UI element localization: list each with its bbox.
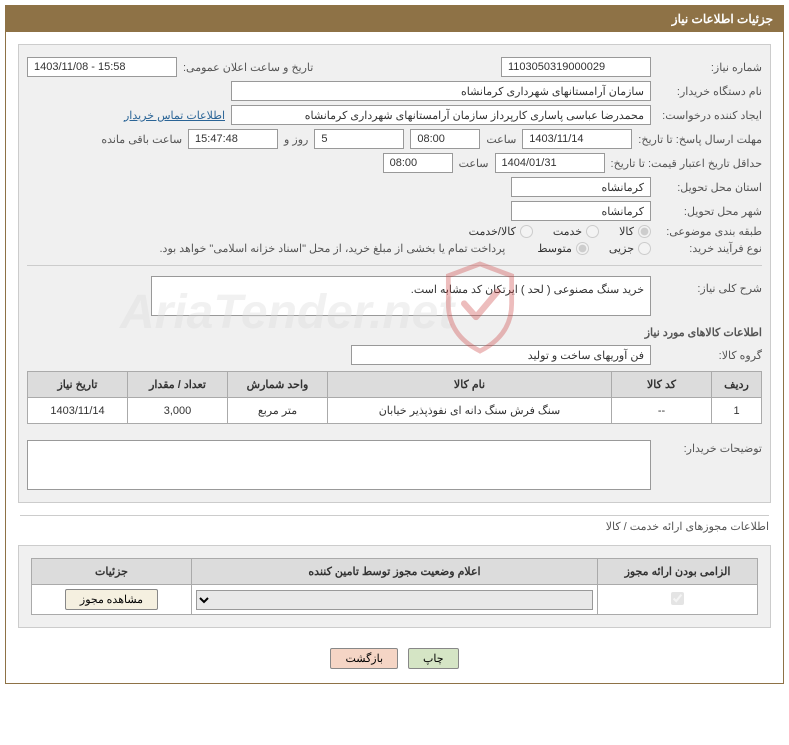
requester-label: ایجاد کننده درخواست: (657, 109, 762, 122)
announce-datetime-value: 1403/11/08 - 15:58 (27, 57, 177, 77)
radio-service[interactable]: خدمت (553, 225, 599, 238)
category-label: طبقه بندی موضوعی: (657, 225, 762, 238)
radio-both[interactable]: کالا/خدمت (469, 225, 533, 238)
buyer-contact-link[interactable]: اطلاعات تماس خریدار (124, 109, 225, 122)
province-value: کرمانشاه (511, 177, 651, 197)
th-unit: واحد شمارش (228, 372, 328, 398)
th-status: اعلام وضعیت مجوز توسط تامین کننده (192, 559, 598, 585)
days-and-label: روز و (284, 133, 308, 146)
th-name: نام کالا (328, 372, 612, 398)
requester-value: محمدرضا عباسی پاساری کارپرداز سازمان آرا… (231, 105, 651, 125)
province-label: استان محل تحویل: (657, 181, 762, 194)
th-qty: تعداد / مقدار (128, 372, 228, 398)
buyer-notes-label: توضیحات خریدار: (657, 436, 762, 455)
license-table: الزامی بودن ارائه مجوز اعلام وضعیت مجوز … (31, 558, 758, 615)
panel-header: جزئیات اطلاعات نیاز (6, 6, 783, 32)
view-license-button[interactable]: مشاهده مجوز (65, 589, 158, 610)
deadline-time-label: ساعت (486, 133, 516, 146)
announce-datetime-label: تاریخ و ساعت اعلان عمومی: (183, 61, 313, 74)
buyer-org-value: سازمان آرامستانهای شهرداری کرمانشاه (231, 81, 651, 101)
status-select[interactable] (196, 590, 593, 610)
buyer-org-label: نام دستگاه خریدار: (657, 85, 762, 98)
th-code: کد کالا (612, 372, 712, 398)
deadline-date-value: 1403/11/14 (522, 129, 632, 149)
th-mandatory: الزامی بودن ارائه مجوز (598, 559, 758, 585)
validity-time-label: ساعت (459, 157, 489, 170)
goods-group-label: گروه کالا: (657, 349, 762, 362)
days-count-value: 5 (314, 129, 404, 149)
description-label: شرح کلی نیاز: (657, 276, 762, 295)
radio-partial[interactable]: جزیی (609, 242, 651, 255)
goods-info-title: اطلاعات کالاهای مورد نیاز (27, 326, 762, 339)
goods-group-select[interactable]: فن آوریهای ساخت و تولید (351, 345, 651, 365)
back-button[interactable]: بازگشت (330, 648, 398, 669)
description-textarea: خرید سنگ مصنوعی ( لحد ) ایرتکان کد مشابه… (151, 276, 651, 316)
print-button[interactable]: چاپ (408, 648, 459, 669)
need-number-label: شماره نیاز: (657, 61, 762, 74)
radio-goods[interactable]: کالا (619, 225, 651, 238)
th-row: ردیف (712, 372, 762, 398)
need-number-value: 1103050319000029 (501, 57, 651, 77)
deadline-label: مهلت ارسال پاسخ: تا تاریخ: (638, 133, 762, 146)
radio-medium[interactable]: متوسط (537, 242, 589, 255)
mandatory-checkbox (671, 592, 684, 605)
deadline-time-value: 08:00 (410, 129, 480, 149)
main-container: جزئیات اطلاعات نیاز شماره نیاز: 11030503… (5, 5, 784, 684)
table-row: 1 -- سنگ فرش سنگ دانه ای نفوذپذیر خیابان… (28, 398, 762, 424)
license-section-title: اطلاعات مجوزهای ارائه خدمت / کالا (20, 515, 769, 533)
remaining-label: ساعت باقی مانده (101, 133, 182, 146)
footer-buttons: چاپ بازگشت (6, 640, 783, 683)
details-panel: شماره نیاز: 1103050319000029 تاریخ و ساع… (18, 44, 771, 503)
validity-time-value: 08:00 (383, 153, 453, 173)
countdown-value: 15:47:48 (188, 129, 278, 149)
validity-date-value: 1404/01/31 (495, 153, 605, 173)
buyer-notes-box (27, 440, 651, 490)
license-row: مشاهده مجوز (32, 585, 758, 615)
th-date: تاریخ نیاز (28, 372, 128, 398)
city-label: شهر محل تحویل: (657, 205, 762, 218)
goods-table: ردیف کد کالا نام کالا واحد شمارش تعداد /… (27, 371, 762, 424)
treasury-note: پرداخت تمام یا بخشی از مبلغ خرید، از محل… (160, 242, 506, 255)
license-panel: الزامی بودن ارائه مجوز اعلام وضعیت مجوز … (18, 545, 771, 628)
th-details: جزئیات (32, 559, 192, 585)
process-label: نوع فرآیند خرید: (657, 242, 762, 255)
city-value: کرمانشاه (511, 201, 651, 221)
validity-label: حداقل تاریخ اعتبار قیمت: تا تاریخ: (611, 157, 762, 170)
